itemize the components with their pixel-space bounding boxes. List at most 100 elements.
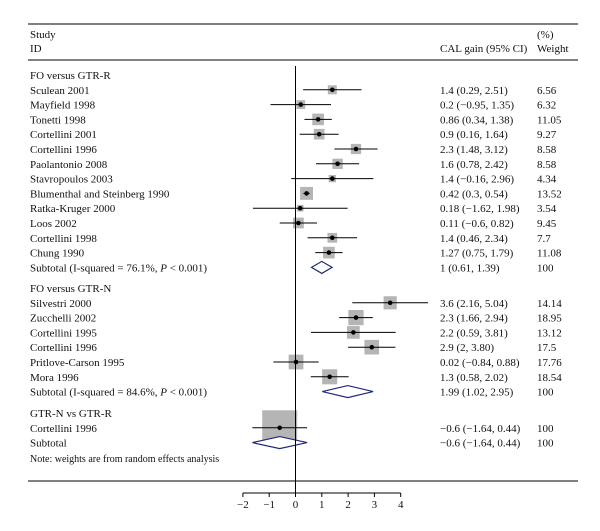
study-name: Tonetti 1998: [30, 114, 86, 126]
study-name: Chung 1990: [30, 248, 85, 260]
study-weight: 18.54: [537, 372, 562, 384]
subtotal-diamond: [310, 260, 334, 275]
point-estimate: [353, 146, 359, 152]
study-weight: 14.14: [537, 298, 562, 310]
study-ci: 0.2 (−0.95, 1.35): [440, 100, 514, 112]
study-name: Blumenthal and Steinberg 1990: [30, 188, 170, 200]
study-name: Zucchelli 2002: [30, 313, 96, 325]
group-title: FO versus GTR-R: [30, 70, 111, 82]
study-ci: 1.27 (0.75, 1.79): [440, 248, 514, 260]
study-name: Sculean 2001: [30, 85, 90, 97]
study-ci: 0.42 (0.3, 0.54): [440, 188, 508, 200]
study-ci: 2.3 (1.48, 3.12): [440, 144, 508, 156]
group-title: FO versus GTR-N: [30, 283, 111, 295]
point-estimate: [330, 235, 335, 241]
point-estimate: [297, 205, 303, 211]
point-estimate: [353, 315, 359, 320]
study-name: Mayfield 1998: [30, 100, 96, 112]
point-estimate: [387, 300, 393, 306]
study-weight: 17.5: [537, 342, 557, 354]
subtotal-label: Subtotal (I-squared = 84.6%, P < 0.001): [30, 387, 207, 399]
study-weight: 17.76: [537, 357, 562, 369]
study-name: Silvestri 2000: [30, 298, 92, 310]
subtotal-ci: 1.99 (1.02, 2.95): [440, 387, 514, 399]
study-weight: 8.58: [537, 159, 557, 171]
plot-marks: [252, 85, 429, 450]
x-axis-ticks: −2 −1 0 1 2 3 4: [237, 493, 404, 511]
subtotal-p-symbol: P: [159, 262, 167, 274]
study-ci: 1.4 (0.46, 2.34): [440, 233, 508, 245]
point-estimate: [277, 425, 283, 431]
subtotal-p-value: < 0.001): [167, 387, 207, 399]
study-name: Pritlove-Carson 1995: [30, 357, 125, 369]
point-estimate: [330, 176, 335, 181]
header-id: ID: [30, 43, 42, 55]
study-ci: 1.4 (−0.16, 2.96): [440, 174, 514, 186]
point-estimate: [335, 161, 340, 167]
study-weight: 11.08: [537, 248, 562, 260]
study-ci: 3.6 (2.16, 5.04): [440, 298, 508, 310]
point-estimate: [298, 102, 304, 107]
study-ci: 0.11 (−0.6, 0.82): [440, 218, 514, 230]
header-weight: Weight: [537, 43, 569, 55]
study-name: Ratka-Kruger 2000: [30, 203, 116, 215]
study-ci: 2.2 (0.59, 3.81): [440, 327, 508, 339]
study-weight: 100: [537, 423, 554, 435]
study-ci: −0.6 (−1.64, 0.44): [440, 423, 521, 435]
study-name: Cortellini 1996: [30, 342, 97, 354]
study-name: Cortellini 1996: [30, 423, 97, 435]
x-tick-label: 0: [293, 499, 299, 511]
subtotal-weight: 100: [537, 262, 554, 274]
study-name: Cortellini 2001: [30, 129, 97, 141]
subtotal-stat: Subtotal (I-squared = 76.1%,: [30, 262, 160, 274]
point-estimate: [304, 191, 309, 196]
point-estimate: [330, 87, 335, 93]
group-title: GTR-N vs GTR-R: [30, 408, 113, 420]
point-estimate: [293, 359, 299, 365]
study-ci: 0.9 (0.16, 1.64): [440, 129, 508, 141]
study-name: Paolantonio 2008: [30, 159, 108, 171]
study-ci: 2.3 (1.66, 2.94): [440, 313, 508, 325]
study-weight: 8.58: [537, 144, 557, 156]
subtotal-label: Subtotal (I-squared = 76.1%, P < 0.001): [30, 262, 207, 274]
study-weight: 7.7: [537, 233, 551, 245]
subtotal-weight: 100: [537, 387, 554, 399]
study-weight: 11.05: [537, 114, 562, 126]
x-tick-label: 3: [372, 499, 378, 511]
study-name: Cortellini 1996: [30, 144, 97, 156]
study-weight: 13.12: [537, 327, 562, 339]
study-ci: 2.9 (2, 3.80): [440, 342, 494, 354]
x-tick-label: 1: [319, 499, 325, 511]
study-name: Cortellini 1998: [30, 233, 97, 245]
study-name: Stavropoulos 2003: [30, 174, 113, 186]
subtotal-ci: 1 (0.61, 1.39): [440, 262, 500, 274]
study-weight: 9.45: [537, 218, 557, 230]
x-tick-label: 4: [398, 499, 404, 511]
study-weight: 9.27: [537, 129, 557, 141]
point-estimate: [327, 374, 332, 380]
study-name: Cortellini 1995: [30, 327, 97, 339]
subtotal-diamond: [322, 384, 374, 399]
subtotal-label: Subtotal: [30, 438, 67, 450]
subtotal-p-symbol: P: [159, 387, 167, 399]
study-ci: 1.3 (0.58, 2.02): [440, 372, 508, 384]
x-tick-label: −1: [263, 499, 275, 511]
point-estimate: [316, 131, 322, 137]
point-estimate: [369, 344, 375, 350]
study-ci: 0.18 (−1.62, 1.98): [440, 203, 520, 215]
subtotal-weight: 100: [537, 438, 554, 450]
subtotal-stat: Subtotal: [30, 438, 67, 450]
subtotal-p-value: < 0.001): [167, 262, 207, 274]
study-ci: 1.6 (0.78, 2.42): [440, 159, 508, 171]
study-ci: 0.86 (0.34, 1.38): [440, 114, 514, 126]
subtotal-ci: −0.6 (−1.64, 0.44): [440, 438, 521, 450]
note-text: Note: weights are from random effects an…: [30, 454, 219, 465]
study-weight: 6.56: [537, 85, 557, 97]
point-estimate: [296, 220, 301, 226]
study-weight: 6.32: [537, 100, 556, 112]
subtotal-stat: Subtotal (I-squared = 84.6%,: [30, 387, 160, 399]
header-estimate: CAL gain (95% CI): [440, 43, 528, 55]
study-weight: 3.54: [537, 203, 557, 215]
header-study: Study: [30, 29, 56, 41]
